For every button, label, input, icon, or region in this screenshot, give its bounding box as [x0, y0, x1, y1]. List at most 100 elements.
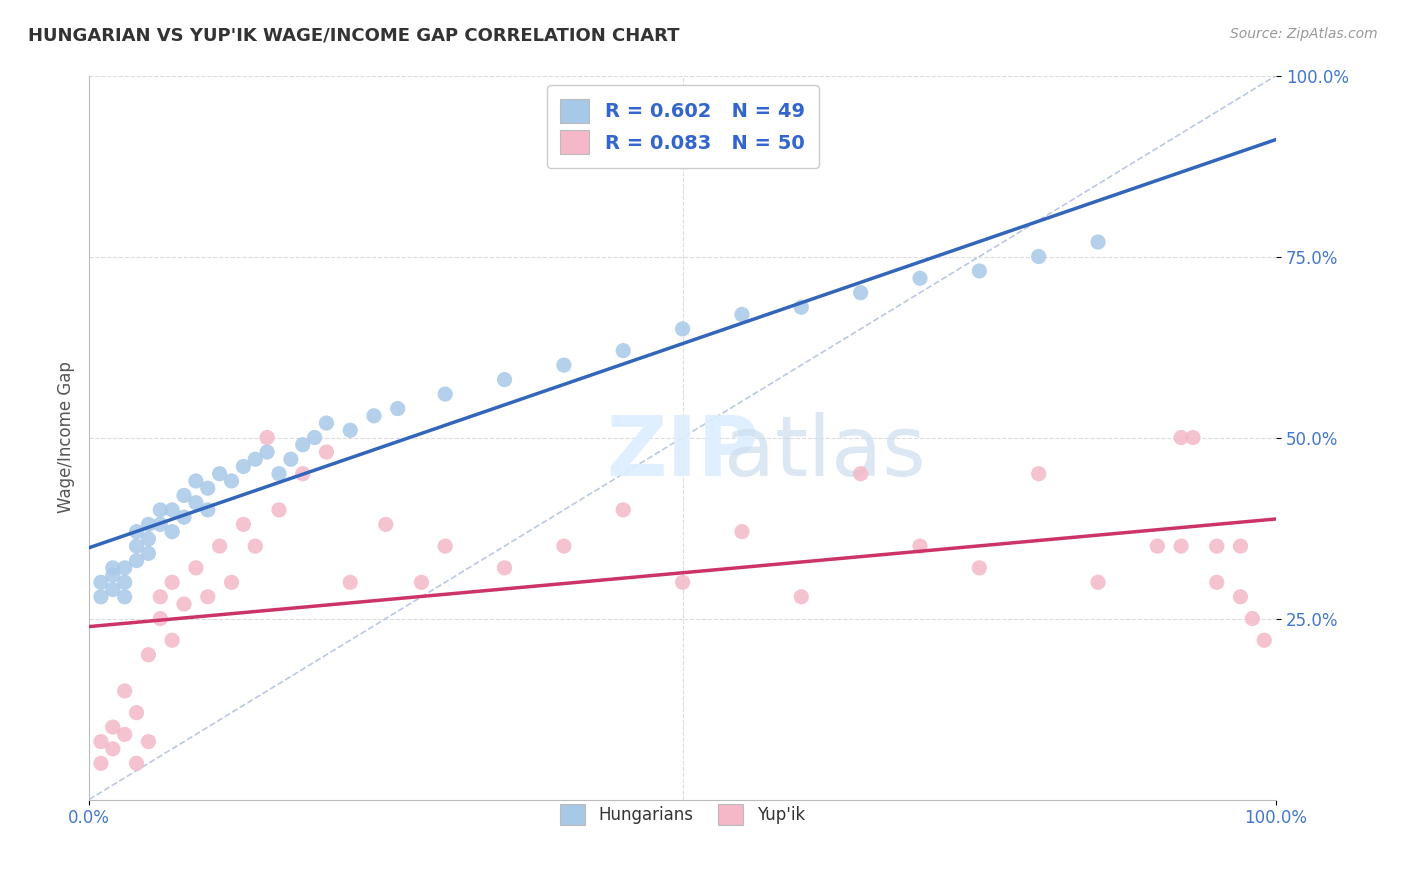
Point: [184, 474, 207, 488]
Point: [363, 409, 385, 423]
Point: [280, 452, 302, 467]
Point: [1229, 539, 1251, 553]
Point: [90, 734, 112, 748]
Point: [494, 561, 516, 575]
Point: [160, 575, 183, 590]
Point: [1205, 575, 1227, 590]
Point: [197, 481, 219, 495]
Point: [1087, 235, 1109, 249]
Point: [1146, 539, 1168, 553]
Point: [149, 611, 172, 625]
Point: [969, 561, 991, 575]
Point: [339, 575, 361, 590]
Point: [1241, 611, 1264, 625]
Point: [731, 308, 754, 322]
Legend: Hungarians, Yup'ik: Hungarians, Yup'ik: [550, 794, 815, 835]
Point: [1229, 590, 1251, 604]
Point: [245, 539, 267, 553]
Point: [790, 300, 813, 314]
Point: [387, 401, 409, 416]
Point: [125, 524, 148, 539]
Point: [208, 539, 231, 553]
Point: [1205, 539, 1227, 553]
Y-axis label: Wage/Income Gap: Wage/Income Gap: [58, 361, 75, 514]
Text: Source: ZipAtlas.com: Source: ZipAtlas.com: [1230, 27, 1378, 41]
Point: [138, 734, 160, 748]
Point: [1182, 430, 1205, 444]
Point: [125, 706, 148, 720]
Point: [245, 452, 267, 467]
Text: HUNGARIAN VS YUP'IK WAGE/INCOME GAP CORRELATION CHART: HUNGARIAN VS YUP'IK WAGE/INCOME GAP CORR…: [28, 27, 679, 45]
Point: [101, 568, 124, 582]
Point: [101, 582, 124, 597]
Point: [114, 684, 136, 698]
Text: atlas: atlas: [724, 411, 927, 492]
Point: [173, 510, 195, 524]
Point: [114, 590, 136, 604]
Point: [849, 467, 872, 481]
Point: [1028, 250, 1050, 264]
Point: [731, 524, 754, 539]
Point: [494, 373, 516, 387]
Point: [125, 756, 148, 771]
Point: [374, 517, 396, 532]
Point: [908, 271, 931, 285]
Point: [138, 517, 160, 532]
Point: [184, 561, 207, 575]
Point: [208, 467, 231, 481]
Point: [256, 430, 278, 444]
Point: [291, 438, 314, 452]
Point: [160, 503, 183, 517]
Point: [1253, 633, 1275, 648]
Point: [197, 503, 219, 517]
Point: [849, 285, 872, 300]
Point: [149, 590, 172, 604]
Point: [101, 561, 124, 575]
Point: [315, 416, 337, 430]
Point: [267, 467, 290, 481]
Point: [90, 575, 112, 590]
Point: [1087, 575, 1109, 590]
Point: [908, 539, 931, 553]
Point: [101, 742, 124, 756]
Point: [291, 467, 314, 481]
Point: [434, 539, 457, 553]
Point: [125, 539, 148, 553]
Point: [149, 517, 172, 532]
Point: [232, 517, 254, 532]
Point: [160, 524, 183, 539]
Point: [173, 488, 195, 502]
Point: [304, 430, 326, 444]
Point: [671, 575, 693, 590]
Point: [184, 496, 207, 510]
Point: [1170, 539, 1192, 553]
Point: [1028, 467, 1050, 481]
Point: [149, 503, 172, 517]
Point: [232, 459, 254, 474]
Point: [90, 756, 112, 771]
Point: [138, 546, 160, 560]
Point: [160, 633, 183, 648]
Point: [434, 387, 457, 401]
Point: [612, 343, 634, 358]
Point: [790, 590, 813, 604]
Point: [114, 561, 136, 575]
Point: [138, 648, 160, 662]
Point: [114, 727, 136, 741]
Point: [969, 264, 991, 278]
Point: [1170, 430, 1192, 444]
Point: [125, 553, 148, 567]
Point: [221, 575, 243, 590]
Point: [197, 590, 219, 604]
Point: [553, 358, 575, 372]
Point: [339, 423, 361, 437]
Point: [256, 445, 278, 459]
Point: [101, 720, 124, 734]
Point: [671, 322, 693, 336]
Point: [138, 532, 160, 546]
Text: ZIP: ZIP: [606, 411, 759, 492]
Point: [90, 590, 112, 604]
Point: [411, 575, 433, 590]
Point: [173, 597, 195, 611]
Point: [267, 503, 290, 517]
